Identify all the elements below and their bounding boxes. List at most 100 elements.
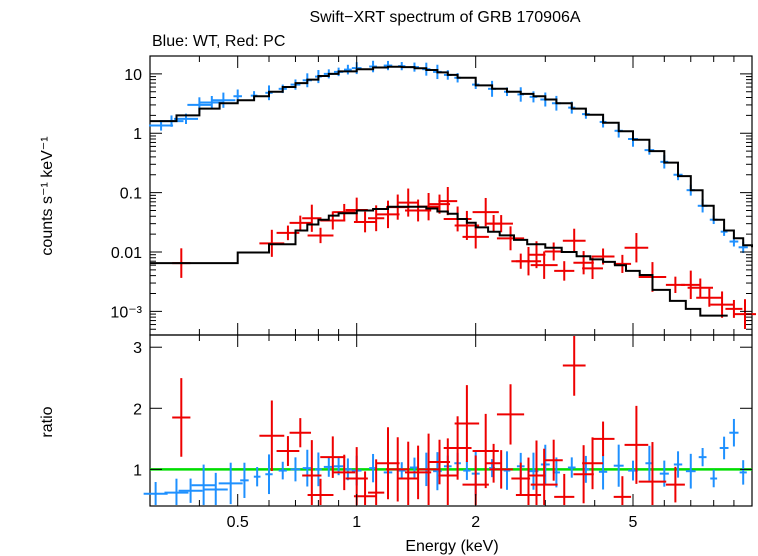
data-point [503,451,511,490]
data-point [383,60,393,71]
data-point [613,254,632,273]
data-point [485,443,502,483]
data-point [489,215,513,233]
data-point [544,242,563,261]
data-point [530,251,558,279]
data-point [687,278,714,297]
data-point [344,64,352,75]
data-point [598,454,608,490]
data-point [511,462,531,495]
data-point [143,482,168,505]
data-point [315,452,322,487]
data-point [386,437,410,502]
data-point [418,433,439,505]
data-point [698,448,707,467]
data-point [276,436,300,466]
data-point [240,462,249,498]
y-tick-label: 10⁻³ [110,304,142,321]
data-point [203,472,228,505]
data-point [530,448,558,505]
data-point [554,261,575,281]
data-point [259,400,285,471]
data-point [496,384,525,445]
chart-subtitle: Blue: WT, Red: PC [152,33,285,50]
data-point [333,454,356,491]
y-tick-label: 2 [133,401,142,418]
x-tick-label: 0.5 [227,514,249,531]
data-point [573,445,594,504]
data-point [172,378,191,457]
model-line [150,65,753,248]
data-point [613,476,632,505]
y-tick-label: 0.1 [120,186,142,203]
data-point [253,466,261,487]
data-point [428,194,451,214]
data-point [398,462,406,479]
pc-data-series [172,187,756,329]
data-point [405,445,432,500]
chart-title: Swift−XRT spectrum of GRB 170906A [309,9,580,26]
data-point [613,444,624,487]
data-point [438,438,458,505]
data-point [289,215,312,231]
data-point [681,270,701,300]
ratio-panel: 1 2 3 ratio [39,334,753,507]
data-point [527,241,546,269]
data-point [624,233,649,263]
data-point [265,454,273,495]
data-point [710,469,718,488]
data-point [573,251,594,275]
data-point [344,458,352,481]
data-point [307,227,334,244]
wt-data-series [149,60,748,253]
x-axis: 0.5 1 2 5 [227,514,638,531]
data-point [685,453,696,489]
spectrum-y-label: counts s⁻¹ keV⁻¹ [39,136,56,255]
pc-model-series [150,205,728,317]
data-point [544,439,563,481]
data-point [540,444,550,485]
pc-ratio-series [172,336,685,505]
data-point [191,464,216,505]
y-tick-label: 3 [133,340,142,357]
data-point [591,421,615,457]
data-point [438,187,458,216]
data-point [178,478,203,503]
data-point [454,385,480,463]
data-point [164,478,189,505]
y-tick-label: 1 [133,126,142,143]
data-point [397,188,419,217]
data-point [472,197,499,227]
data-point [353,211,377,233]
spectrum-panel: 10 1 0.1 0.01 10⁻³ counts s⁻¹ keV⁻¹ [39,55,756,336]
data-point [582,437,603,490]
data-point [333,203,356,221]
model-line [150,205,728,317]
data-point [719,436,729,460]
data-point [562,336,586,396]
data-point [463,461,471,480]
ratio-y-label: ratio [39,406,56,437]
data-point [290,457,301,482]
data-point [368,459,385,505]
data-point [638,442,667,505]
data-point [739,460,747,485]
data-point [289,418,312,448]
data-point [665,466,685,503]
data-point [462,225,489,249]
x-tick-label: 2 [471,514,480,531]
data-point [489,450,513,489]
data-point [734,299,756,329]
data-point [567,457,576,478]
data-point [527,440,546,505]
data-point [428,439,451,485]
data-point [376,200,400,229]
data-point [673,451,683,478]
data-point [278,461,287,480]
y-tick-label: 1 [133,462,142,479]
data-point [624,405,649,484]
data-point [218,462,243,505]
data-point [562,228,586,253]
wt-model-series [150,65,753,248]
